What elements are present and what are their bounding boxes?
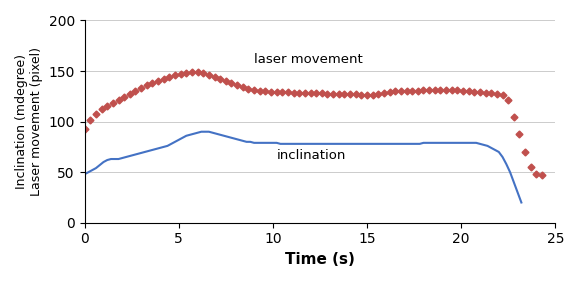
laser movement	[189, 70, 196, 74]
Text: laser movement: laser movement	[254, 53, 363, 66]
inclination	[171, 140, 178, 144]
inclination	[198, 130, 205, 133]
inclination	[164, 144, 171, 147]
inclination	[183, 134, 190, 137]
inclination	[81, 173, 88, 176]
laser movement	[442, 89, 449, 92]
laser movement	[302, 92, 309, 95]
Line: inclination: inclination	[85, 132, 521, 202]
laser movement	[81, 127, 88, 130]
laser movement	[211, 75, 218, 79]
inclination	[201, 130, 208, 133]
laser movement	[454, 89, 461, 92]
laser movement	[194, 70, 201, 74]
Y-axis label: Inclination (mdegree)
Laser movement (pixel): Inclination (mdegree) Laser movement (pi…	[15, 47, 43, 196]
X-axis label: Time (s): Time (s)	[285, 252, 355, 267]
laser movement	[538, 173, 545, 177]
Text: inclination: inclination	[277, 149, 346, 162]
inclination	[281, 142, 288, 146]
inclination	[518, 201, 525, 204]
Line: laser movement: laser movement	[82, 70, 544, 178]
inclination	[492, 148, 499, 152]
laser movement	[217, 78, 223, 81]
